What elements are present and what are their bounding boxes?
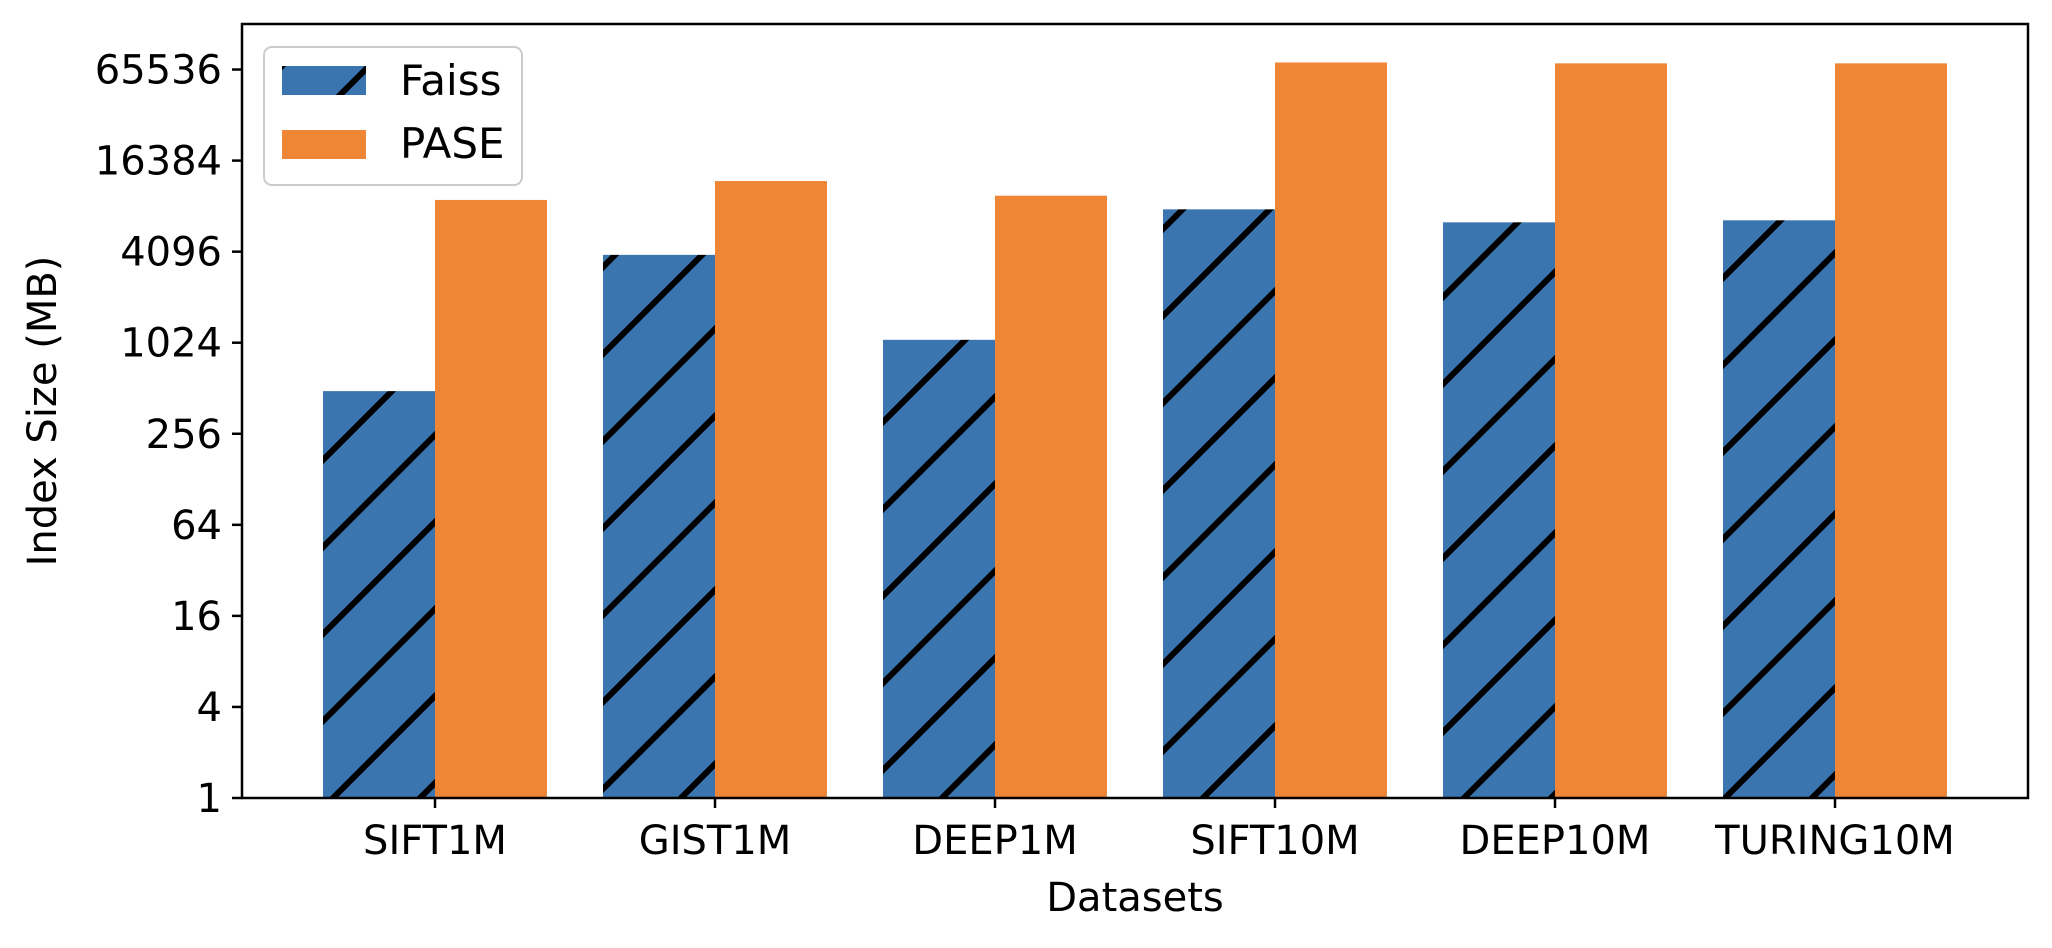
y-axis: 1 4 16 64 256 1024 4096 16384 65536 [95, 48, 242, 822]
y-tick-label: 16384 [95, 139, 222, 185]
x-tick-label-deep1m: DEEP1M [912, 818, 1077, 864]
x-tick-label-sift1m: SIFT1M [363, 818, 507, 864]
bar-pase-sift1m [435, 199, 547, 798]
x-tick-label-sift10m: SIFT10M [1190, 818, 1359, 864]
bar-pase-deep1m [995, 195, 1107, 799]
bars-layer [323, 62, 1947, 799]
x-axis: SIFT1M GIST1M DEEP1M SIFT10M DEEP10M TURING10… [363, 798, 1955, 864]
bar-faiss-deep10m [1443, 222, 1555, 799]
bar-faiss-sift10m [1163, 209, 1275, 798]
y-tick-label: 65536 [95, 48, 222, 94]
x-tick-label-deep10m: DEEP10M [1460, 818, 1651, 864]
legend-swatch-faiss [282, 66, 366, 95]
plot-frame [240, 22, 2030, 800]
bar-pase-gist1m [715, 181, 827, 798]
x-tick-label-gist1m: GIST1M [639, 818, 792, 864]
legend-label-pase: PASE [400, 119, 505, 168]
x-axis-title: Datasets [1046, 875, 1223, 921]
y-tick-label: 64 [171, 503, 222, 549]
legend-label-faiss: Faiss [400, 56, 501, 105]
bar-pase-deep10m [1555, 63, 1667, 798]
bar-pase-turing10m [1835, 63, 1947, 798]
bar-faiss-sift1m [323, 391, 435, 798]
legend: Faiss PASE [263, 46, 523, 186]
y-tick-label: 4 [197, 685, 222, 731]
y-tick-label: 1 [197, 776, 222, 822]
bar-faiss-turing10m [1723, 220, 1835, 799]
bar-faiss-gist1m [603, 254, 715, 798]
bar-pase-sift10m [1275, 62, 1387, 798]
legend-swatch-pase [282, 130, 366, 159]
y-tick-label: 1024 [120, 321, 222, 367]
x-tick-label-turing10m: TURING10M [1714, 818, 1955, 864]
bar-faiss-deep1m [883, 339, 995, 798]
y-axis-title: Index Size (MB) [20, 256, 66, 567]
y-tick-label: 4096 [120, 230, 222, 276]
y-tick-label: 256 [146, 412, 222, 458]
y-tick-label: 16 [171, 594, 222, 640]
